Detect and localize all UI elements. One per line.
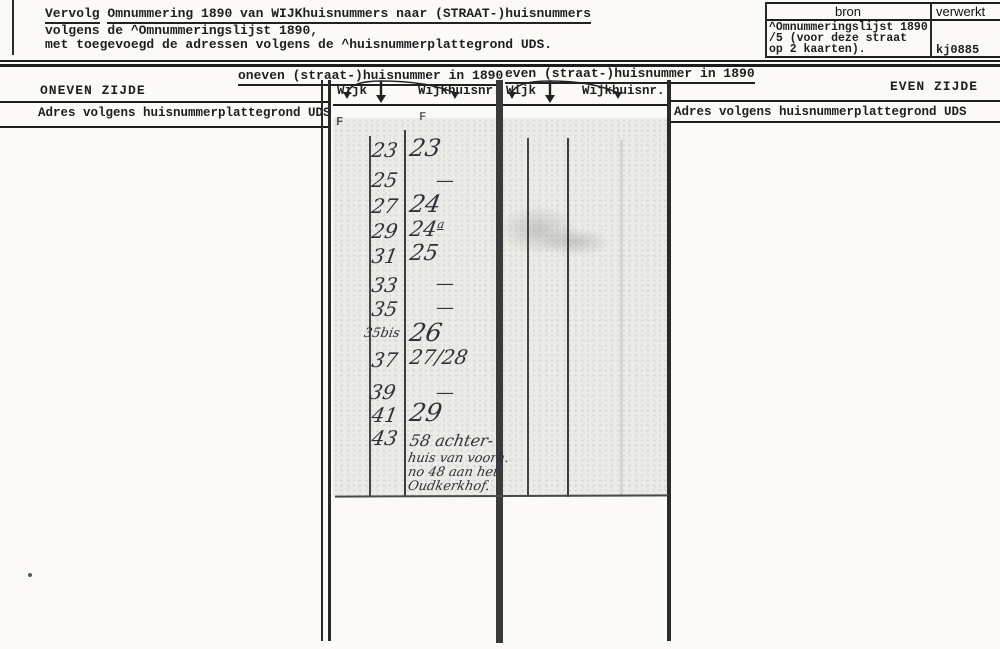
scan-smudge (498, 205, 578, 255)
bron-box-bottom-border (765, 56, 1000, 58)
handwritten-new-number: 23 (407, 134, 444, 162)
bron-value-line-2: /5 (voor deze straat (769, 32, 908, 45)
oneven-brace-arrows-icon (343, 80, 459, 103)
center-divider-line (496, 80, 503, 643)
verwerkt-code: kj0885 (936, 43, 980, 57)
oneven-adres-label: Adres volgens huisnummerplattegrond UDS (38, 106, 331, 120)
handwritten-new-number: 24a (408, 217, 446, 241)
verwerkt-header-label: verwerkt (936, 4, 986, 19)
even-inner-line-2 (567, 138, 569, 497)
handwritten-dash: — (436, 273, 454, 294)
handwritten-old-number: 25 (369, 168, 400, 192)
even-right-line (667, 80, 671, 641)
handwritten-note-line: no 48 aan het (406, 465, 500, 480)
new-number-base: 24 (407, 217, 439, 241)
oneven-left-double-line-b (328, 80, 331, 641)
oneven-section-header: oneven (straat-)huisnummer in 1890 (238, 68, 504, 86)
handwritten-new-number: 24 (407, 190, 444, 218)
page-title-line-1: Vervolg Omnummering 1890 van WIJKhuisnum… (45, 6, 592, 24)
handwritten-old-number: 39 (367, 380, 398, 404)
handwritten-new-number: 26 (407, 318, 445, 347)
oneven-inner-line-2 (404, 130, 406, 497)
handwritten-note-line: huis van voorh. (406, 451, 511, 466)
handwritten-old-number: 23 (369, 138, 400, 162)
bron-value-line-1: ^Omnummeringslijst 1890 (769, 21, 928, 34)
bron-box-left-border (765, 2, 767, 58)
handwritten-new-number: 25 (407, 241, 441, 266)
handwritten-dash: — (436, 170, 454, 191)
scan-smudge (540, 228, 610, 256)
double-rule-bottom (0, 64, 1000, 67)
bron-box-divider (930, 2, 932, 58)
oneven-adres-top-rule (0, 101, 330, 103)
handwritten-note-line: 58 achter- (408, 431, 495, 450)
even-side-label: EVEN ZIJDE (889, 79, 978, 94)
handwritten-old-number: 37 (369, 348, 400, 372)
handwritten-new-number: 29 (407, 398, 445, 427)
even-adres-top-rule (668, 100, 1000, 102)
handwritten-note-line: Oudkerkhof. (406, 479, 492, 494)
oneven-side-label: ONEVEN ZIJDE (40, 83, 146, 98)
double-rule-top (0, 60, 1000, 62)
oneven-adres-bottom-rule (0, 126, 330, 128)
handwritten-old-number: 35bis (362, 326, 402, 341)
page-title-line-3: met toegevoegd de adressen volgens de ^h… (45, 37, 553, 52)
handwritten-old-number: 35 (369, 297, 400, 321)
even-adres-bottom-rule (668, 121, 1000, 123)
handwritten-old-number: 33 (369, 273, 400, 297)
handwritten-new-number: 27/28 (407, 345, 470, 369)
bron-header-label: bron (834, 4, 862, 19)
handwritten-dash: — (436, 297, 454, 318)
title-main: Omnummering 1890 van WIJKhuisnummers naa… (107, 6, 592, 24)
handwritten-old-number: 43 (369, 426, 400, 450)
even-brace-arrows-icon (508, 80, 622, 103)
handwritten-old-number: 31 (369, 244, 400, 268)
handwritten-old-number: 41 (369, 403, 400, 427)
scan-speck (28, 573, 32, 577)
oneven-left-double-line-a (321, 80, 323, 641)
oneven-wijkhuisnr-letter: F (419, 110, 427, 124)
handwritten-old-number: 29 (369, 219, 400, 243)
even-adres-label: Adres volgens huisnummerplattegrond UDS (674, 105, 967, 119)
even-inner-line-1 (527, 138, 529, 497)
handwritten-old-number: 27 (369, 194, 400, 218)
bron-value-line-3: op 2 kaarten). (769, 43, 866, 56)
bron-box-header-border (765, 19, 1000, 21)
oneven-wijk-letter: F (336, 115, 344, 129)
handwritten-dash: — (436, 382, 454, 403)
even-section-header: even (straat-)huisnummer in 1890 (505, 66, 755, 84)
bron-box-top-border (765, 2, 1000, 4)
page-title-line-2: volgens de ^Omnummeringslijst 1890, (45, 23, 319, 38)
title-vervolg: Vervolg (45, 6, 100, 24)
scan-faint-column (620, 140, 623, 497)
scan-edge-mark (12, 0, 14, 55)
oneven-inner-line-1 (369, 136, 371, 497)
